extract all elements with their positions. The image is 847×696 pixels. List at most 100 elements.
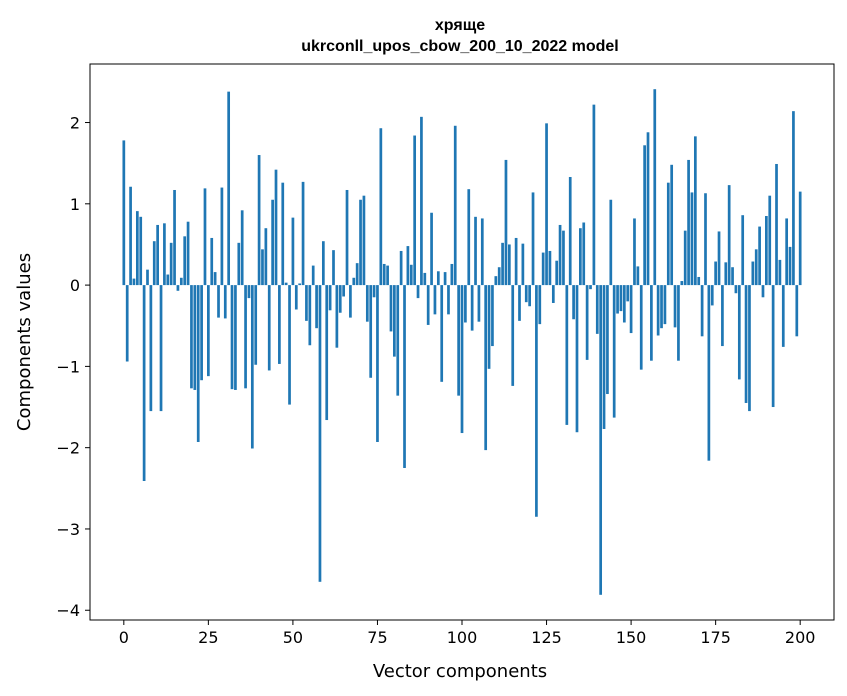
bar-70	[359, 199, 362, 286]
bar-55	[308, 285, 312, 346]
bar-100	[460, 285, 464, 434]
bar-196	[785, 218, 789, 286]
bar-13	[166, 274, 170, 286]
bar-102	[467, 189, 471, 286]
bar-128	[555, 260, 559, 286]
bar-25	[207, 285, 210, 377]
y-axis-ticks: −4 −3 −2 −1 0 1 2	[56, 114, 90, 620]
bar-122	[535, 285, 538, 517]
bar-33	[234, 285, 237, 390]
bar-192	[771, 285, 775, 408]
y-tick-label: 1	[70, 195, 80, 214]
bar-60	[325, 285, 329, 421]
bar-199	[795, 285, 799, 337]
bar-67	[349, 285, 352, 318]
bar-155	[646, 132, 650, 286]
bar-117	[518, 285, 521, 321]
y-tick-label: 2	[70, 114, 80, 133]
bar-200	[798, 191, 802, 286]
bar-2	[129, 186, 132, 286]
bar-109	[491, 285, 494, 347]
bar-69	[355, 263, 359, 286]
bar-7	[146, 269, 149, 286]
bar-180	[731, 267, 734, 286]
bar-129	[558, 224, 562, 286]
bar-41	[261, 249, 264, 286]
bar-197	[788, 246, 792, 286]
bar-135	[579, 228, 582, 286]
bar-38	[250, 285, 254, 449]
x-axis-label: Vector components	[373, 661, 547, 682]
bar-143	[606, 285, 609, 395]
bar-137	[585, 285, 589, 360]
bar-92	[433, 285, 437, 315]
bar-81	[396, 285, 400, 396]
bar-44	[271, 199, 274, 286]
bar-53	[301, 181, 305, 286]
bar-134	[575, 285, 579, 433]
bar-106	[480, 218, 484, 286]
bar-144	[609, 199, 613, 286]
bar-88	[420, 116, 423, 286]
bar-139	[592, 104, 596, 286]
plot-area	[89, 63, 835, 621]
bar-23	[200, 285, 203, 381]
bar-46	[278, 285, 281, 364]
bar-116	[514, 237, 518, 286]
bar-30	[223, 285, 227, 319]
bar-85	[409, 264, 413, 286]
bar-156	[650, 285, 653, 361]
bar-123	[538, 285, 542, 325]
bar-163	[673, 285, 677, 328]
bar-182	[737, 285, 741, 380]
bar-71	[362, 195, 366, 286]
bar-1	[125, 285, 129, 362]
bar-151	[633, 218, 636, 286]
bar-43	[267, 285, 271, 371]
bar-110	[494, 276, 498, 286]
bar-18	[183, 236, 187, 286]
bar-111	[497, 267, 501, 286]
bar-34	[237, 242, 241, 286]
bar-49	[288, 285, 291, 405]
bar-12	[163, 223, 166, 286]
bar-87	[416, 285, 420, 299]
y-tick-label: −2	[56, 439, 80, 458]
bar-26	[210, 237, 214, 286]
bar-35	[240, 210, 244, 286]
bar-14	[169, 242, 173, 286]
bar-183	[741, 215, 745, 286]
bar-94	[440, 285, 444, 382]
bar-22	[196, 285, 200, 442]
bar-11	[159, 285, 163, 412]
bar-168	[690, 192, 694, 286]
bar-147	[619, 285, 623, 312]
bar-82	[399, 250, 403, 286]
bar-112	[501, 242, 504, 286]
bar-5	[139, 216, 143, 286]
bar-198	[792, 111, 795, 286]
bar-8	[149, 285, 153, 412]
bar-146	[616, 285, 619, 314]
bar-56	[311, 265, 315, 286]
bar-54	[305, 285, 308, 321]
y-tick-label: −4	[56, 601, 80, 620]
bar-17	[179, 277, 183, 286]
bar-40	[257, 155, 261, 286]
bar-32	[230, 285, 234, 390]
bar-95	[443, 272, 447, 286]
bar-149	[626, 285, 630, 302]
x-tick-label: 25	[198, 628, 218, 647]
bar-187	[754, 249, 758, 286]
bar-77	[382, 263, 386, 286]
bar-142	[602, 285, 606, 429]
x-tick-label: 100	[447, 628, 478, 647]
bar-97	[450, 263, 454, 286]
bar-190	[765, 216, 768, 286]
bar-98	[453, 125, 457, 286]
bar-68	[352, 277, 356, 286]
bar-15	[173, 189, 176, 286]
bar-119	[524, 285, 528, 303]
bar-75	[376, 285, 379, 442]
